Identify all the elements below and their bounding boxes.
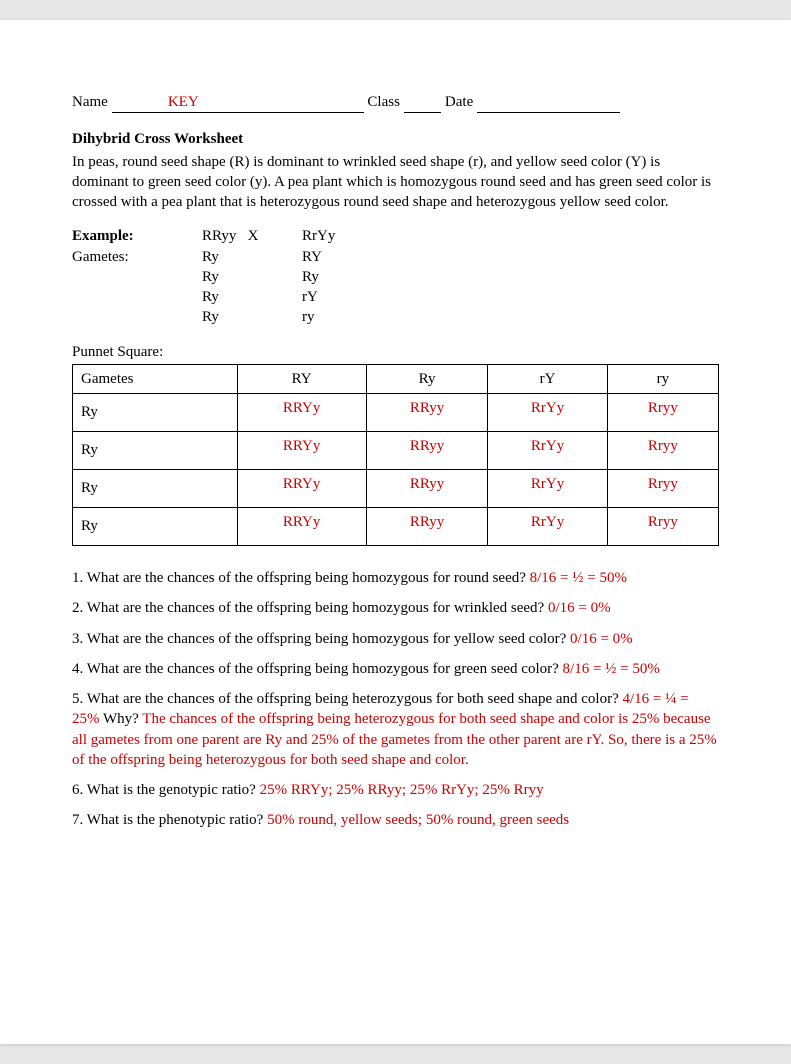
gamete2-2: rY (302, 287, 382, 307)
worksheet-page: Name KEY Class Date Dihybrid Cross Works… (0, 20, 791, 1044)
date-label: Date (441, 94, 477, 110)
punnet-cell-3-3: Rryy (607, 508, 718, 546)
punnet-cell-2-1: RRyy (366, 470, 488, 508)
q5b-answer: The chances of the offspring being heter… (72, 711, 717, 768)
gamete1-0: Ry (202, 247, 302, 267)
punnet-col-2: rY (488, 364, 607, 393)
example-section: Example: RRyy X RrYy Gametes: Ry RY Ry R… (72, 226, 719, 327)
gamete2-0: RY (302, 247, 382, 267)
header-line: Name KEY Class Date (72, 92, 719, 113)
punnet-cell-1-2: RrYy (488, 432, 607, 470)
gamete1-2: Ry (202, 287, 302, 307)
name-underline-pre (112, 92, 168, 113)
gamete2-1: Ry (302, 267, 382, 287)
punnet-cell-3-2: RrYy (488, 508, 607, 546)
q4-answer: 8/16 = ½ = 50% (563, 661, 660, 677)
question-7: 7. What is the phenotypic ratio? 50% rou… (72, 810, 719, 830)
date-underline (477, 92, 620, 113)
q5b-text: Why? (100, 711, 143, 727)
punnet-cell-1-0: RRYy (237, 432, 366, 470)
punnet-rowhead-3: Ry (73, 508, 238, 546)
example-table: Example: RRyy X RrYy Gametes: Ry RY Ry R… (72, 226, 382, 327)
question-2: 2. What are the chances of the offspring… (72, 598, 719, 618)
punnet-cell-0-2: RrYy (488, 394, 607, 432)
punnet-row-2: Ry RRYy RRyy RrYy Rryy (73, 470, 719, 508)
q7-answer: 50% round, yellow seeds; 50% round, gree… (267, 812, 569, 828)
name-underline-post (199, 92, 364, 113)
q5a-text: 5. What are the chances of the offspring… (72, 691, 623, 707)
gamete1-3: Ry (202, 307, 302, 327)
punnet-square: Gametes RY Ry rY ry Ry RRYy RRyy RrYy Rr… (72, 364, 719, 546)
punnet-cell-2-3: Rryy (607, 470, 718, 508)
punnet-corner: Gametes (73, 364, 238, 393)
gamete2-3: ry (302, 307, 382, 327)
punnet-cell-0-0: RRYy (237, 394, 366, 432)
q1-text: 1. What are the chances of the offspring… (72, 570, 530, 586)
name-label: Name (72, 94, 112, 110)
q2-answer: 0/16 = 0% (548, 600, 611, 616)
q7-text: 7. What is the phenotypic ratio? (72, 812, 267, 828)
questions: 1. What are the chances of the offspring… (72, 568, 719, 831)
punnet-cell-0-3: Rryy (607, 394, 718, 432)
q6-answer: 25% RRYy; 25% RRyy; 25% RrYy; 25% Rryy (260, 782, 544, 798)
intro-paragraph: In peas, round seed shape (R) is dominan… (72, 152, 719, 213)
punnet-row-0: Ry RRYy RRyy RrYy Rryy (73, 394, 719, 432)
question-6: 6. What is the genotypic ratio? 25% RRYy… (72, 780, 719, 800)
q1-answer: 8/16 = ½ = 50% (530, 570, 627, 586)
punnet-cell-0-1: RRyy (366, 394, 488, 432)
punnet-cell-3-0: RRYy (237, 508, 366, 546)
cross-parent1: RRyy X (202, 226, 302, 246)
punnet-col-1: Ry (366, 364, 488, 393)
punnet-rowhead-0: Ry (73, 394, 238, 432)
q6-text: 6. What is the genotypic ratio? (72, 782, 260, 798)
q2-text: 2. What are the chances of the offspring… (72, 600, 548, 616)
cross-parent2: RrYy (302, 226, 382, 246)
q3-answer: 0/16 = 0% (570, 631, 633, 647)
punnet-row-1: Ry RRYy RRyy RrYy Rryy (73, 432, 719, 470)
punnet-col-3: ry (607, 364, 718, 393)
question-3: 3. What are the chances of the offspring… (72, 629, 719, 649)
punnet-cell-1-3: Rryy (607, 432, 718, 470)
question-4: 4. What are the chances of the offspring… (72, 659, 719, 679)
example-label: Example: (72, 226, 202, 246)
question-5: 5. What are the chances of the offspring… (72, 689, 719, 770)
q4-text: 4. What are the chances of the offspring… (72, 661, 563, 677)
gametes-label: Gametes: (72, 247, 202, 267)
worksheet-title: Dihybrid Cross Worksheet (72, 129, 719, 149)
punnet-label: Punnet Square: (72, 342, 719, 362)
class-underline (404, 92, 442, 113)
punnet-header-row: Gametes RY Ry rY ry (73, 364, 719, 393)
name-key: KEY (168, 92, 199, 113)
class-label: Class (364, 94, 404, 110)
punnet-cell-1-1: RRyy (366, 432, 488, 470)
punnet-rowhead-1: Ry (73, 432, 238, 470)
gamete1-1: Ry (202, 267, 302, 287)
q3-text: 3. What are the chances of the offspring… (72, 631, 570, 647)
punnet-rowhead-2: Ry (73, 470, 238, 508)
punnet-cell-2-0: RRYy (237, 470, 366, 508)
punnet-col-0: RY (237, 364, 366, 393)
punnet-cell-3-1: RRyy (366, 508, 488, 546)
question-1: 1. What are the chances of the offspring… (72, 568, 719, 588)
punnet-row-3: Ry RRYy RRyy RrYy Rryy (73, 508, 719, 546)
punnet-cell-2-2: RrYy (488, 470, 607, 508)
